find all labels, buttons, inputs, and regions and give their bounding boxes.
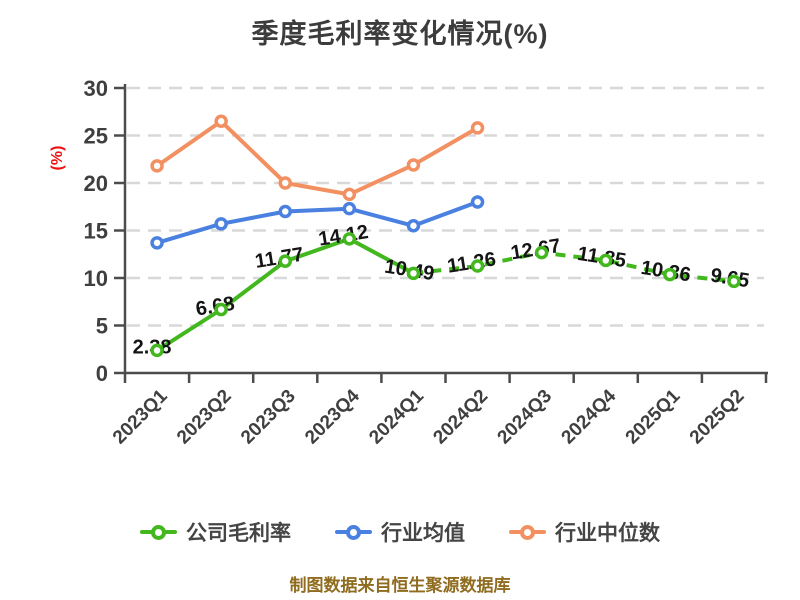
data-point[interactable]: [278, 176, 292, 190]
data-point[interactable]: [278, 254, 292, 268]
industry-mean-series-marker-icon: [335, 524, 372, 540]
data-point[interactable]: [406, 158, 421, 172]
x-tick-label: 2023Q2: [173, 386, 236, 449]
x-tick-label: 2023Q3: [237, 386, 300, 449]
y-tick-label: 0: [96, 361, 108, 386]
x-tick-label: 2024Q1: [365, 385, 428, 448]
data-point[interactable]: [342, 232, 357, 246]
data-point[interactable]: [406, 219, 421, 233]
legend: 公司毛利率 行业均值 行业中位数: [0, 517, 800, 547]
x-tick-label: 2023Q4: [301, 385, 364, 448]
data-point[interactable]: [406, 266, 421, 281]
legend-label-industry-median: 行业中位数: [555, 522, 660, 545]
legend-label-industry-mean: 行业均值: [381, 522, 465, 545]
data-point[interactable]: [342, 201, 357, 216]
y-tick-label: 5: [96, 314, 108, 339]
series-line: [155, 200, 480, 245]
y-tick-label: 30: [84, 76, 108, 101]
industry-median-series-marker-icon: [509, 524, 546, 540]
data-point[interactable]: [470, 195, 485, 209]
x-tick-label: 2024Q3: [494, 386, 557, 449]
series-line-dashed: [413, 250, 735, 284]
data-point[interactable]: [278, 204, 292, 219]
data-point[interactable]: [470, 121, 485, 135]
legend-item-company-margin[interactable]: 公司毛利率: [140, 517, 291, 547]
legend-item-industry-median[interactable]: 行业中位数: [509, 517, 660, 547]
data-point[interactable]: [599, 253, 613, 268]
data-source-note: 制图数据来自恒生聚源数据库: [289, 576, 511, 595]
data-point[interactable]: [342, 187, 357, 202]
data-point[interactable]: [214, 217, 228, 231]
chart-title: 季度毛利率变化情况(%): [251, 19, 549, 49]
x-tick-label: 2025Q2: [686, 386, 749, 449]
x-tick-label: 2024Q2: [429, 386, 492, 449]
y-tick-label: 15: [84, 219, 108, 244]
data-point[interactable]: [150, 236, 164, 250]
data-point[interactable]: [470, 259, 485, 273]
x-tick-label: 2024Q4: [558, 385, 621, 448]
data-point[interactable]: [663, 267, 677, 282]
data-point[interactable]: [214, 302, 228, 317]
data-point[interactable]: [150, 159, 164, 173]
y-tick-label: 20: [84, 171, 108, 196]
x-tick-label: 2023Q1: [109, 385, 172, 448]
y-axis-unit-label: (%): [49, 146, 66, 171]
legend-item-industry-mean[interactable]: 行业均值: [335, 517, 465, 547]
series-line: [155, 119, 480, 197]
legend-label-company-margin: 公司毛利率: [186, 522, 291, 545]
data-point[interactable]: [727, 274, 741, 289]
company-margin-series-marker-icon: [140, 524, 177, 540]
y-tick-label: 10: [84, 266, 108, 291]
y-tick-label: 25: [84, 124, 108, 149]
data-point[interactable]: [534, 245, 549, 260]
data-point[interactable]: [214, 114, 228, 128]
data-point[interactable]: [150, 343, 164, 358]
x-tick-label: 2025Q1: [622, 385, 685, 448]
